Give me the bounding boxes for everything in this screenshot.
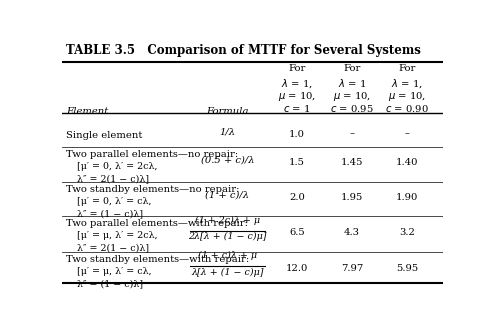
Text: λ″ = (1 − c)λ]: λ″ = (1 − c)λ] xyxy=(77,209,143,218)
Text: [μ′ = 0, λ′ = 2cλ,: [μ′ = 0, λ′ = 2cλ, xyxy=(77,162,157,171)
Text: 1.90: 1.90 xyxy=(396,193,418,202)
Text: [μ′ = μ, λ′ = 2cλ,: [μ′ = μ, λ′ = 2cλ, xyxy=(77,231,157,240)
Text: 4.3: 4.3 xyxy=(344,228,360,237)
Text: (0.5 + c)/λ: (0.5 + c)/λ xyxy=(201,156,254,165)
Text: $\lambda$ = 1: $\lambda$ = 1 xyxy=(338,77,366,89)
Text: –: – xyxy=(349,130,355,139)
Text: (1 + c)λ + μ: (1 + c)λ + μ xyxy=(198,251,257,260)
Text: 2.0: 2.0 xyxy=(289,193,305,202)
Text: (1 + c)/λ: (1 + c)/λ xyxy=(205,190,249,199)
Text: Two parallel elements—with repair:: Two parallel elements—with repair: xyxy=(66,219,248,228)
Text: Two standby elements—no repair:: Two standby elements—no repair: xyxy=(66,185,240,194)
Text: 1.40: 1.40 xyxy=(396,158,418,167)
Text: Formula: Formula xyxy=(206,107,248,116)
Text: Element: Element xyxy=(66,107,108,116)
Text: 1.5: 1.5 xyxy=(289,158,305,167)
Text: 12.0: 12.0 xyxy=(286,264,308,273)
Text: 2λ[λ + (1 − c)μ]: 2λ[λ + (1 − c)μ] xyxy=(188,232,267,241)
Text: [μ′ = 0, λ′ = cλ,: [μ′ = 0, λ′ = cλ, xyxy=(77,197,151,206)
Text: $\lambda$ = 1,: $\lambda$ = 1, xyxy=(391,77,423,90)
Text: λ″ = (1 − c)λ]: λ″ = (1 − c)λ] xyxy=(77,280,143,289)
Text: TABLE 3.5   Comparison of MTTF for Several Systems: TABLE 3.5 Comparison of MTTF for Several… xyxy=(66,44,421,57)
Text: $\lambda$ = 1,: $\lambda$ = 1, xyxy=(281,77,313,90)
Text: 3.2: 3.2 xyxy=(399,228,415,237)
Text: $c$ = 1: $c$ = 1 xyxy=(283,103,311,114)
Text: Two parallel elements—no repair:: Two parallel elements—no repair: xyxy=(66,150,238,159)
Text: 1.0: 1.0 xyxy=(289,130,305,139)
Text: [μ′ = μ, λ′ = cλ,: [μ′ = μ, λ′ = cλ, xyxy=(77,267,152,276)
Text: 1/λ: 1/λ xyxy=(219,127,236,136)
Text: $\mu$ = 10,: $\mu$ = 10, xyxy=(388,90,426,103)
Text: $\mu$ = 10,: $\mu$ = 10, xyxy=(333,90,371,103)
Text: $c$ = 0.95: $c$ = 0.95 xyxy=(330,103,374,114)
Text: Single element: Single element xyxy=(66,131,143,140)
Text: λ″ = 2(1 − c)λ]: λ″ = 2(1 − c)λ] xyxy=(77,243,149,252)
Text: –: – xyxy=(404,130,409,139)
Text: λ″ = 2(1 − c)λ]: λ″ = 2(1 − c)λ] xyxy=(77,175,149,184)
Text: For: For xyxy=(343,65,361,74)
Text: 1.45: 1.45 xyxy=(341,158,363,167)
Text: 1.95: 1.95 xyxy=(341,193,363,202)
Text: (1 + 2c)λ + μ: (1 + 2c)λ + μ xyxy=(195,215,260,225)
Text: For: For xyxy=(398,65,416,74)
Text: Two standby elements—with repair:: Two standby elements—with repair: xyxy=(66,255,249,264)
Text: $c$ = 0.90: $c$ = 0.90 xyxy=(385,103,429,114)
Text: λ[λ + (1 − c)μ]: λ[λ + (1 − c)μ] xyxy=(191,268,264,277)
Text: 6.5: 6.5 xyxy=(289,228,305,237)
Text: $\mu$ = 10,: $\mu$ = 10, xyxy=(278,90,316,103)
Text: For: For xyxy=(288,65,306,74)
Text: 7.97: 7.97 xyxy=(341,264,363,273)
Text: 5.95: 5.95 xyxy=(396,264,418,273)
